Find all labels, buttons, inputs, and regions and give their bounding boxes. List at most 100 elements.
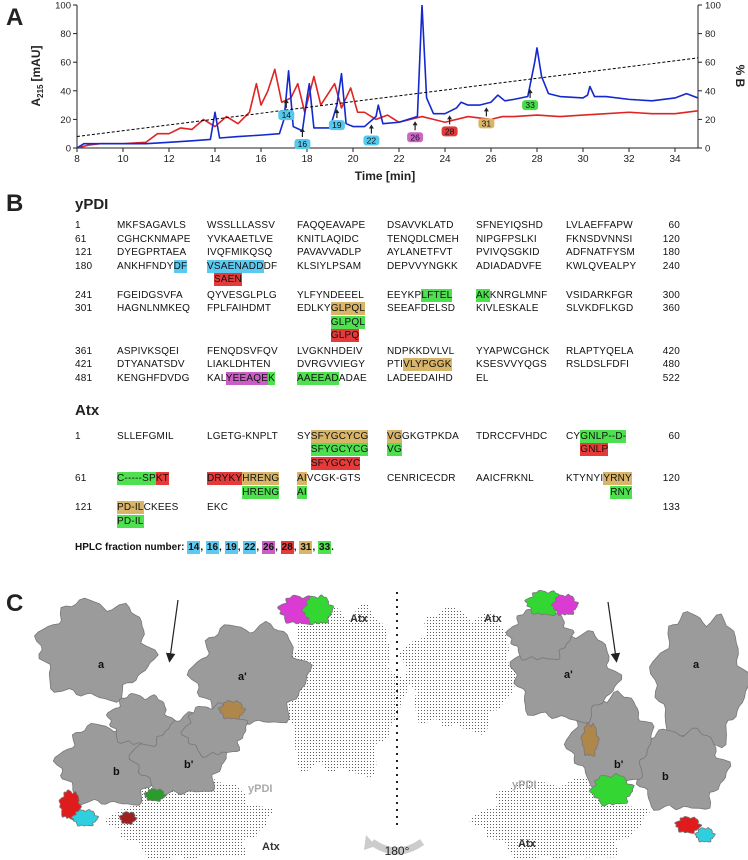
- sequence-block: SLVKDFLKGD: [566, 302, 633, 316]
- residues: NDPKKDVLVL: [387, 345, 455, 357]
- highlighted-residues: KT: [155, 472, 169, 485]
- structure-panel: a b b' a' yPDI Atx Atx Atx a' b' b a yPDI Atx 180°: [34, 589, 748, 860]
- sequence-block: C-----SPKT: [117, 472, 169, 486]
- sequence-block: KSESVVYQGS: [476, 358, 547, 372]
- sequence-block: DVRGVVIEGY: [297, 358, 365, 372]
- sequence-block: SAEN: [213, 273, 242, 287]
- residues: ADIADADVFE: [476, 260, 542, 272]
- sequence-subrow: SFYGCYCG VG GNLP: [0, 443, 748, 457]
- residue-start: 301: [75, 303, 93, 314]
- highlighted-residues: SFYGCYCG: [310, 443, 369, 456]
- sequence-block: KTYNYIYRNY: [566, 472, 632, 486]
- x-tick-label: 16: [255, 154, 267, 165]
- sequence-subrow: GLPQL: [0, 315, 748, 330]
- y-label-sub: 215: [36, 84, 45, 98]
- sequence-block: KWLQVEALPY: [566, 260, 636, 274]
- sequence-block: LVLAEFFAPW: [566, 219, 633, 233]
- sequence-block: LIAKLDHTEN: [207, 358, 271, 372]
- fraction-label: 31: [482, 118, 492, 128]
- highlighted-residues: AAEEAD: [297, 371, 339, 385]
- sequence-block: PD-IL: [117, 514, 144, 529]
- residues: CENRICECDR: [387, 473, 456, 484]
- patch: [580, 722, 600, 757]
- sequence-block: LADEEDAIHD: [387, 372, 453, 386]
- structure-label: yPDI: [248, 783, 272, 795]
- highlighted-residues: K: [268, 371, 275, 385]
- residues: LIAKLDHTEN: [207, 359, 271, 370]
- residues: RLAPTYQELA: [566, 345, 634, 357]
- residues: PTI: [387, 359, 404, 370]
- panel-letter: A: [6, 4, 24, 31]
- fraction-label: 14: [282, 110, 292, 120]
- legend-item: 33: [318, 541, 332, 554]
- residues: MKFSAGAVLS: [117, 220, 187, 231]
- surface: [186, 620, 313, 728]
- sequence-block: PAVAVVADLP: [297, 246, 361, 260]
- residues: FENQDSVFQV: [207, 345, 278, 357]
- residue-start: 121: [75, 247, 93, 258]
- legend-item: 26: [261, 541, 276, 554]
- sequence-block: VGGKGTPKDA: [387, 429, 459, 444]
- structure-label: b: [113, 766, 120, 778]
- residue-start: 61: [75, 233, 87, 245]
- legend-label: HPLC fraction number:: [75, 542, 185, 553]
- atx-envelope: [399, 605, 523, 735]
- fraction-label: 28: [445, 126, 455, 136]
- sequence-subrow: GLPQ: [0, 329, 748, 343]
- sequence-block: CGHCKNMAPE: [117, 233, 191, 247]
- residues: IVQFMIKQSQ: [207, 247, 273, 258]
- x-tick-label: 26: [485, 154, 497, 165]
- patch: [301, 594, 335, 626]
- sequence-row: 1 60 MKFSAGAVLS WSSLLLASSV FAQQEAVAPE DSAVVKL…: [0, 219, 748, 233]
- highlighted-residues: DF: [173, 259, 188, 273]
- residues: SEEAFDELSD: [387, 303, 456, 314]
- sequence-block: DYEGPRTAEA: [117, 246, 186, 260]
- fraction-label: 16: [298, 139, 308, 149]
- panel-letter: B: [6, 190, 24, 217]
- structure-label: b': [184, 759, 194, 771]
- residues: KENGHFDVDG: [117, 372, 190, 384]
- sequence-block: HAGNLNMKEQ: [117, 302, 190, 316]
- residues: CKEES: [143, 502, 179, 513]
- sequence-block: KENGHFDVDG: [117, 372, 190, 386]
- sequence-block: EL: [476, 372, 489, 386]
- legend-end: .: [331, 542, 334, 553]
- residues: AYLANETFVT: [387, 247, 453, 258]
- sequence-block: YVKAAETLVE: [207, 233, 273, 247]
- residue-start: 421: [75, 359, 93, 370]
- residues: YYAPWCGHCK: [476, 345, 550, 357]
- sequence-row: 61 120 C-----SPKT DRYKYHRENG AIVCGK-GTS CENRI…: [0, 472, 748, 486]
- sequence-block: TDRCCFVHDC: [476, 430, 547, 444]
- residues: SFNEYIQSHD: [476, 220, 544, 231]
- x-tick-label: 14: [209, 154, 221, 165]
- residues: HAGNLNMKEQ: [117, 303, 191, 314]
- atx-envelope: [273, 601, 409, 778]
- sequence-row: 301 360 HAGNLNMKEQ FPLFAIHDMT EDLKYGLPQL SEEA…: [0, 302, 748, 316]
- sequence-block: PD-ILCKEES: [117, 501, 178, 515]
- sequence-block: AIVCGK-GTS: [297, 472, 361, 486]
- patch: [218, 700, 247, 720]
- sequence-block: AYLANETFVT: [387, 246, 453, 260]
- legend-item: 16: [205, 541, 220, 554]
- residues: KIVLESKALE: [476, 303, 539, 314]
- structure-label: Atx: [350, 613, 369, 625]
- residues: CY: [566, 430, 581, 442]
- residues: KWLQVEALPY: [566, 260, 637, 272]
- sequence-block: DEPVVYNGKK: [387, 260, 458, 274]
- sequence-block: NDPKKDVLVL: [387, 345, 454, 359]
- y-tick-label: 80: [60, 29, 71, 40]
- sequence-block: NIPGFPSLKI: [476, 233, 537, 247]
- sequence-block: VG: [387, 443, 402, 457]
- x-tick-label: 12: [163, 154, 175, 165]
- sequence-block: GNLP: [580, 443, 609, 457]
- residues: DF: [263, 260, 278, 272]
- sequence-block: FKNSDVNNSI: [566, 233, 632, 247]
- highlighted-residues: PD-IL: [117, 501, 144, 514]
- sequence-row: 481 522 KENGHFDVDG KALYEEAQEK AAEEADADAE LADE…: [0, 371, 748, 386]
- sequence-block: YLFYNDEEEL: [297, 289, 364, 303]
- sequence-subrow: SAEN: [0, 273, 748, 287]
- highlighted-residues: YEEAQE: [225, 371, 269, 385]
- y2-tick-label: 40: [705, 86, 716, 97]
- residue-start: 180: [75, 260, 93, 272]
- sequence-block: FGEIDGSVFA: [117, 289, 183, 303]
